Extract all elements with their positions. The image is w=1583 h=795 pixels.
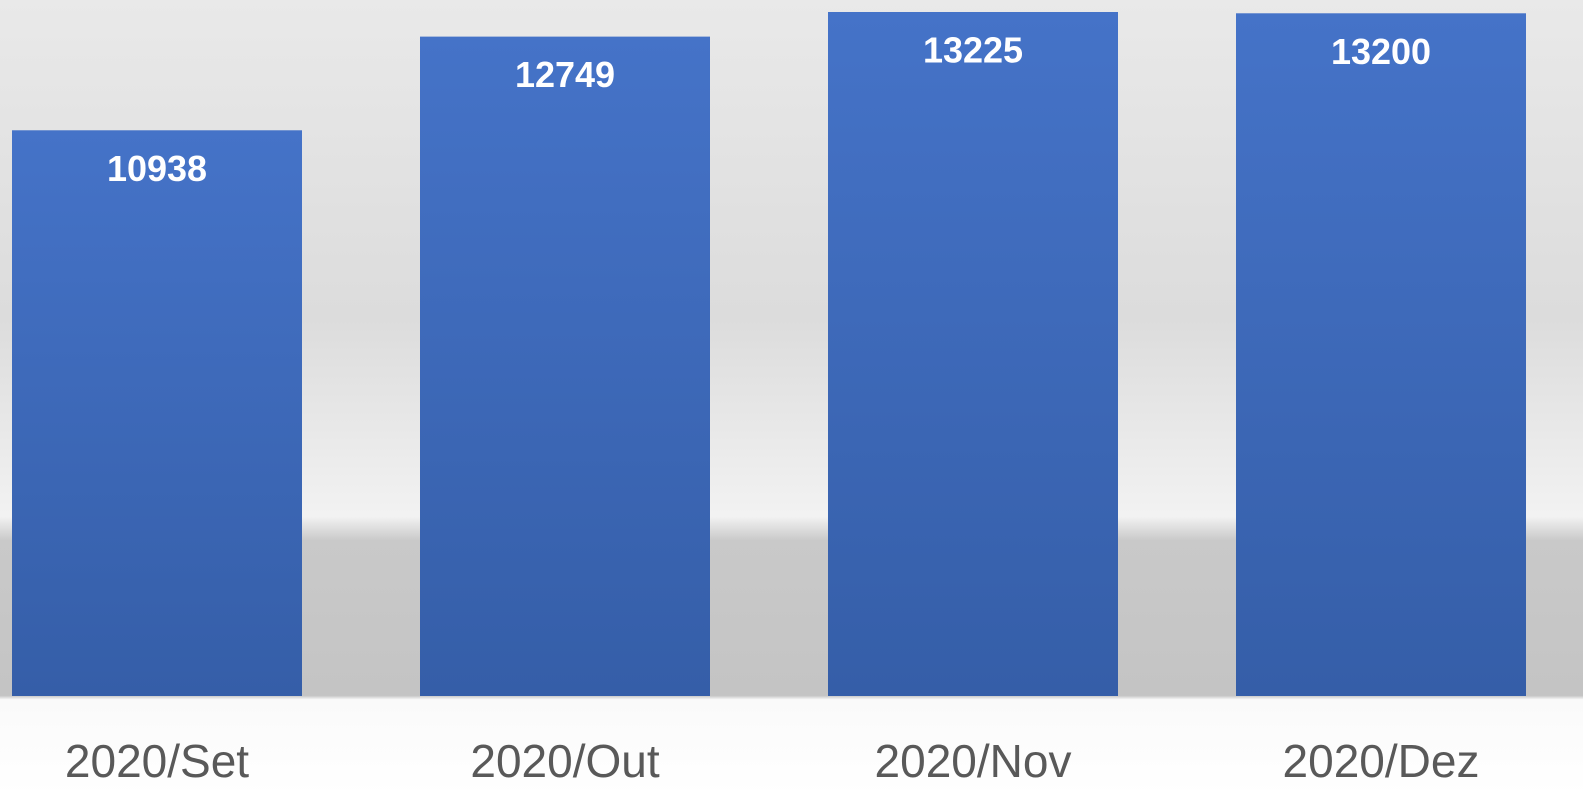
bar bbox=[420, 36, 710, 696]
x-tick-label: 2020/Set bbox=[65, 735, 249, 787]
x-tick-label: 2020/Dez bbox=[1283, 735, 1480, 787]
value-label: 12749 bbox=[515, 54, 615, 95]
bar bbox=[12, 130, 302, 696]
bar bbox=[1236, 13, 1526, 696]
value-label: 13200 bbox=[1331, 31, 1431, 72]
x-tick-label: 2020/Nov bbox=[875, 735, 1072, 787]
bar bbox=[828, 12, 1118, 696]
value-label: 13225 bbox=[923, 30, 1023, 71]
value-label: 10938 bbox=[107, 148, 207, 189]
x-tick-label: 2020/Out bbox=[470, 735, 659, 787]
